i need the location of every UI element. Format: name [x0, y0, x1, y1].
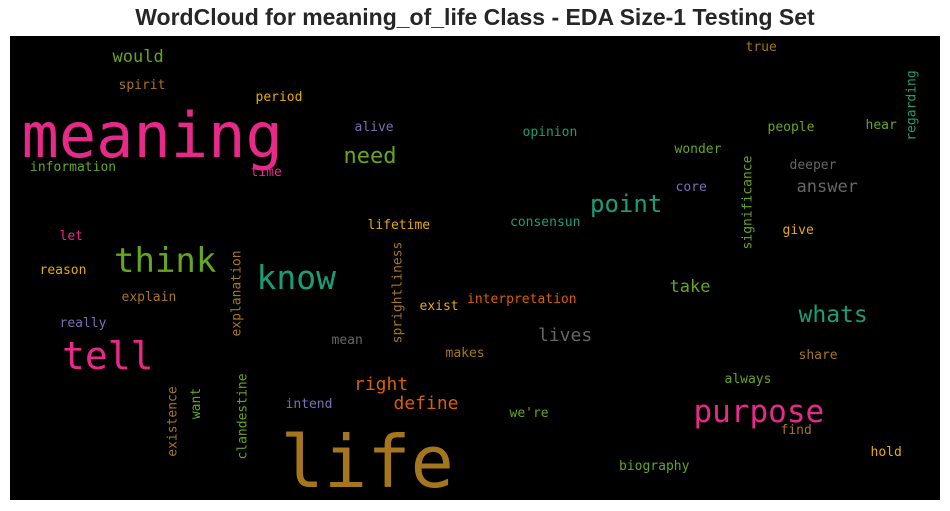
word-give: give	[782, 222, 814, 238]
word-deeper: deeper	[789, 157, 837, 173]
chart-title: WordCloud for meaning_of_life Class - ED…	[135, 4, 815, 30]
word-significance: significance	[740, 155, 756, 249]
word-alive: alive	[354, 119, 394, 135]
word-time: time	[250, 164, 282, 180]
word-opinion: opinion	[522, 124, 578, 140]
word-hold: hold	[870, 444, 902, 460]
word-explanation: explanation	[229, 249, 245, 337]
word-interpretation: interpretation	[467, 291, 577, 307]
word-lives: lives	[538, 325, 593, 346]
word-meaning: meaning	[21, 99, 283, 172]
word-clandestine: clandestine	[235, 372, 251, 460]
word-true: true	[745, 39, 777, 55]
word-wonder: wonder	[674, 141, 722, 157]
word-always: always	[724, 371, 772, 387]
word-consensun: consensun	[510, 214, 581, 230]
word-reason: reason	[39, 262, 87, 278]
word-want: want	[188, 387, 204, 419]
word-intend: intend	[285, 396, 333, 412]
word-life: life	[280, 420, 454, 504]
word-sprightliness: sprightliness	[390, 241, 406, 343]
word-spirit: spirit	[118, 77, 166, 93]
word-exist: exist	[419, 298, 459, 314]
word-people: people	[767, 119, 815, 135]
word-answer: answer	[796, 176, 858, 197]
word-biography: biography	[619, 458, 690, 474]
word-hear: hear	[865, 117, 897, 133]
word-period: period	[255, 89, 303, 105]
word-would: would	[112, 46, 164, 67]
word-information: information	[30, 159, 117, 175]
word-define: define	[393, 393, 459, 414]
word-right: right	[354, 374, 409, 395]
word-tell: tell	[62, 334, 154, 378]
word-take: take	[669, 276, 711, 297]
word-purpose: purpose	[693, 393, 825, 430]
word-explain: explain	[121, 289, 177, 305]
word-regarding: regarding	[904, 69, 920, 141]
word-core: core	[675, 179, 707, 195]
word-we-re: we're	[509, 405, 549, 421]
word-point: point	[590, 190, 663, 218]
word-whats: whats	[798, 301, 868, 328]
word-find: find	[780, 422, 812, 438]
word-think: think	[114, 241, 217, 281]
word-lifetime: lifetime	[367, 217, 431, 233]
word-share: share	[798, 347, 838, 363]
word-cloud-canvas: life meaning tell purpose think know point what…	[10, 36, 940, 500]
word-need: need	[343, 144, 397, 169]
word-makes: makes	[445, 345, 485, 361]
word-existence: existence	[165, 385, 181, 457]
word-mean: mean	[331, 332, 363, 348]
word-let: let	[59, 228, 83, 244]
word-really: really	[59, 315, 107, 331]
word-know: know	[256, 257, 336, 297]
